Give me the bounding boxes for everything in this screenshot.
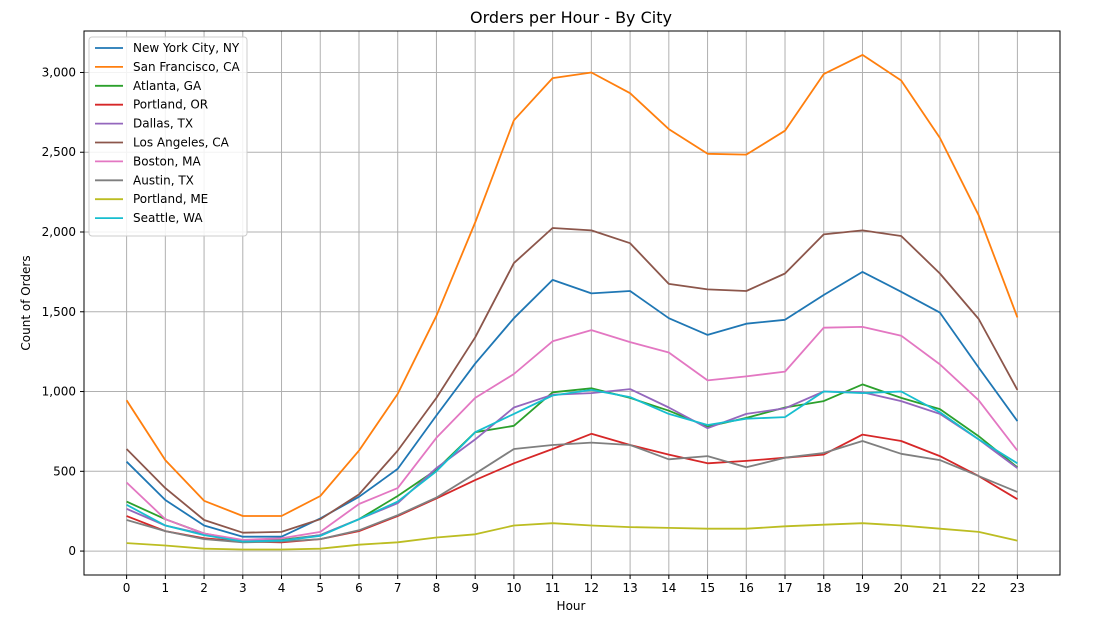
legend-label: Dallas, TX bbox=[133, 117, 193, 131]
y-tick-label: 2,500 bbox=[42, 145, 76, 159]
y-tick-label: 2,000 bbox=[42, 225, 76, 239]
legend-box bbox=[88, 36, 248, 237]
x-tick-label: 12 bbox=[584, 581, 599, 595]
y-tick-label: 1,000 bbox=[42, 385, 76, 399]
plot-frame bbox=[83, 30, 1061, 576]
x-tick-label: 20 bbox=[894, 581, 909, 595]
legend-label: San Francisco, CA bbox=[133, 60, 240, 74]
x-tick-label: 13 bbox=[622, 581, 637, 595]
x-tick-label: 11 bbox=[545, 581, 560, 595]
y-axis-ticks: 0 500 1,000 1,500 2,000 2,500 3,000 bbox=[42, 65, 84, 558]
x-tick-label: 23 bbox=[1010, 581, 1025, 595]
y-tick-label: 500 bbox=[53, 464, 76, 478]
x-tick-label: 15 bbox=[700, 581, 715, 595]
grid bbox=[84, 31, 1060, 575]
series-line-seattle-wa bbox=[126, 388, 1018, 543]
legend: New York City, NY San Francisco, CA Atlant… bbox=[88, 36, 248, 237]
x-tick-label: 4 bbox=[278, 581, 286, 595]
series-line-austin-tx bbox=[126, 440, 1018, 544]
legend-label: Boston, MA bbox=[133, 154, 201, 168]
series-line-new-york-city-ny bbox=[125, 270, 1019, 538]
x-tick-label: 0 bbox=[123, 581, 131, 595]
x-tick-label: 17 bbox=[777, 581, 792, 595]
x-tick-label: 21 bbox=[932, 581, 947, 595]
legend-label: Atlanta, GA bbox=[133, 79, 202, 93]
x-tick-label: 19 bbox=[855, 581, 870, 595]
x-tick-label: 22 bbox=[971, 581, 986, 595]
series-lines bbox=[125, 54, 1019, 551]
x-tick-label: 9 bbox=[471, 581, 479, 595]
legend-label: Portland, ME bbox=[133, 192, 208, 206]
legend-label: Seattle, WA bbox=[133, 211, 203, 225]
y-axis-label: Count of Orders bbox=[19, 255, 33, 350]
x-tick-label: 6 bbox=[355, 581, 363, 595]
chart-title: Orders per Hour - By City bbox=[470, 8, 672, 27]
series-line-dallas-tx bbox=[126, 388, 1018, 542]
x-axis-ticks: 0 1 2 3 4 5 6 7 8 9 10 11 12 13 14 15 16 17 18 19 20 21 22 23 bbox=[123, 575, 1025, 595]
x-tick-label: 14 bbox=[661, 581, 676, 595]
legend-label: New York City, NY bbox=[133, 41, 240, 55]
legend-label: Austin, TX bbox=[133, 173, 194, 187]
x-tick-label: 8 bbox=[433, 581, 441, 595]
x-tick-label: 16 bbox=[739, 581, 754, 595]
y-tick-label: 3,000 bbox=[42, 65, 76, 79]
series-line-boston-ma bbox=[125, 325, 1019, 541]
x-tick-label: 18 bbox=[816, 581, 831, 595]
series-line-portland-me bbox=[126, 522, 1018, 551]
x-tick-label: 10 bbox=[506, 581, 521, 595]
series-line-san-francisco-ca bbox=[125, 54, 1019, 517]
x-tick-label: 5 bbox=[316, 581, 324, 595]
y-tick-label: 0 bbox=[68, 544, 76, 558]
legend-label: Los Angeles, CA bbox=[133, 136, 230, 150]
series-line-atlanta-ga bbox=[126, 383, 1018, 542]
x-axis-label: Hour bbox=[557, 599, 586, 613]
x-tick-label: 7 bbox=[394, 581, 402, 595]
x-tick-label: 3 bbox=[239, 581, 247, 595]
series-line-portland-or bbox=[126, 432, 1018, 544]
x-tick-label: 1 bbox=[162, 581, 170, 595]
legend-label: Portland, OR bbox=[133, 98, 208, 112]
y-tick-label: 1,500 bbox=[42, 305, 76, 319]
x-tick-label: 2 bbox=[200, 581, 208, 595]
series-line-los-angeles-ca bbox=[125, 227, 1019, 534]
